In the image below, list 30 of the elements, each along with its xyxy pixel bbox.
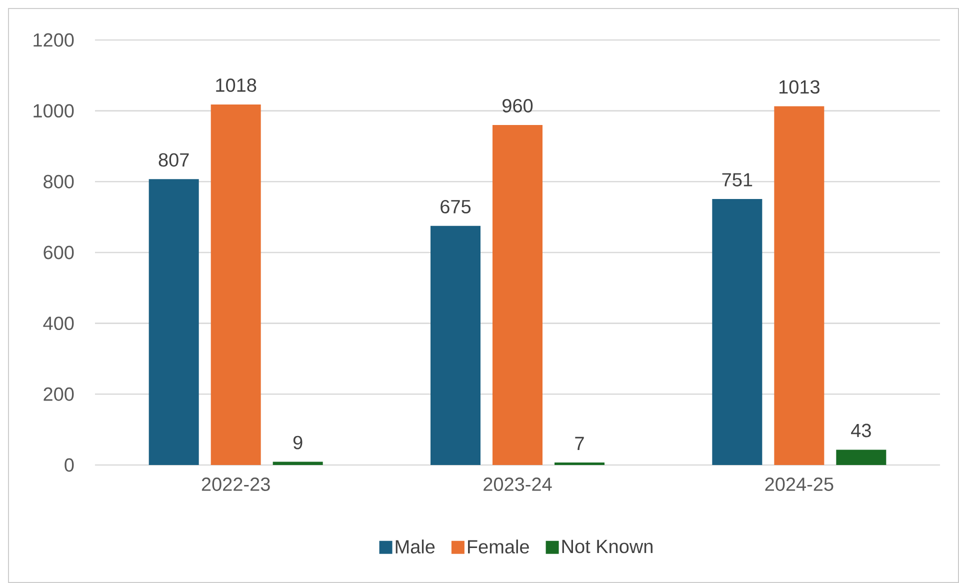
y-tick-label: 400 xyxy=(43,316,74,330)
bar xyxy=(836,450,886,465)
bar xyxy=(430,226,481,465)
bar xyxy=(712,199,762,465)
data-label: 7 xyxy=(575,436,584,450)
data-label: 1018 xyxy=(216,78,256,92)
bar xyxy=(774,106,824,465)
y-tick-label: 200 xyxy=(44,387,74,401)
data-label: 1013 xyxy=(779,80,820,94)
bar xyxy=(148,179,199,465)
y-tick-label: 600 xyxy=(44,246,74,260)
data-label: 960 xyxy=(502,99,533,112)
y-tick-label: 1000 xyxy=(34,104,74,118)
x-tick-label: 2024-25 xyxy=(765,478,834,491)
legend-label: Female xyxy=(468,540,529,554)
bar xyxy=(272,462,323,465)
x-tick-label: 2023-24 xyxy=(484,478,552,491)
y-tick-label: 800 xyxy=(44,174,74,188)
y-tick-label: 0 xyxy=(64,458,74,472)
data-label: 43 xyxy=(851,424,871,438)
legend-label: Not Known xyxy=(562,540,652,554)
data-label: 9 xyxy=(293,436,302,450)
data-label: 807 xyxy=(158,153,189,167)
data-label: 751 xyxy=(722,173,752,186)
legend-label: Male xyxy=(396,540,435,554)
data-label: 675 xyxy=(440,200,471,214)
bar xyxy=(210,104,261,465)
bar xyxy=(492,124,543,465)
x-tick-label: 2022-23 xyxy=(202,478,270,491)
y-tick-label: 1200 xyxy=(34,33,74,47)
